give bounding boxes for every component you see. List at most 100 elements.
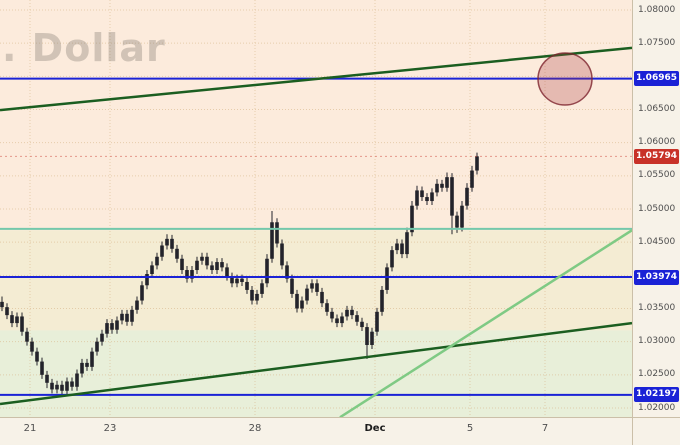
zone-rect — [0, 330, 632, 417]
candle-body — [45, 374, 49, 383]
price-tick-label: 1.04500 — [638, 236, 676, 247]
candle-body — [245, 281, 249, 290]
candle-body — [40, 361, 44, 375]
candle-body — [20, 316, 24, 332]
candle-body — [240, 278, 244, 282]
candle-body — [345, 309, 349, 317]
price-tick-label: 1.03500 — [638, 303, 676, 313]
candle-body — [400, 243, 404, 255]
candle-body — [255, 293, 259, 301]
candle-body — [410, 205, 414, 233]
candle-body — [455, 215, 459, 228]
candle-body — [65, 381, 69, 391]
price-axis[interactable]: 1.080001.075001.070001.065001.060001.055… — [632, 0, 680, 417]
candle-body — [75, 373, 79, 387]
candle-body — [70, 381, 74, 387]
candle-body — [430, 192, 434, 202]
candle-body — [445, 177, 449, 188]
candle-body — [125, 313, 129, 322]
candle-body — [315, 283, 319, 292]
time-tick-label: Dec — [364, 423, 386, 434]
price-tick-label: 1.02000 — [638, 402, 676, 413]
candle-body — [60, 384, 64, 391]
candle-body — [330, 311, 334, 319]
candle-body — [165, 238, 169, 246]
candle-body — [310, 283, 314, 289]
candle-body — [185, 270, 189, 279]
time-tick-label: 21 — [23, 423, 37, 434]
price-badge: 1.02197 — [634, 387, 679, 403]
ellipse-annotation[interactable] — [537, 52, 593, 106]
candle-body — [295, 293, 299, 309]
candle-body — [10, 315, 14, 324]
candle-body — [435, 183, 439, 193]
candle-body — [155, 256, 159, 266]
candle-body — [415, 190, 419, 206]
candle-body — [355, 315, 359, 322]
candle-body — [450, 177, 454, 216]
candle-body — [150, 265, 154, 275]
time-axis[interactable]: 21 23 28 Dec 5 7 — [0, 417, 632, 445]
candle-body — [30, 341, 34, 352]
candle-body — [215, 262, 219, 271]
axis-corner — [632, 417, 680, 445]
candle-body — [35, 351, 39, 362]
candle-body — [175, 248, 179, 259]
trend-line-lower-channel[interactable] — [0, 321, 632, 406]
price-tick-label: 1.07500 — [638, 37, 676, 48]
candle-body — [200, 256, 204, 261]
candle-body — [360, 321, 364, 328]
candle-body — [145, 274, 149, 286]
candle-body — [235, 278, 239, 284]
candle-body — [5, 307, 9, 316]
candle-body — [395, 243, 399, 251]
candle-body — [470, 170, 474, 188]
candle-body — [290, 278, 294, 294]
candle-body — [300, 300, 304, 309]
candle-body — [115, 320, 119, 330]
candle-body — [340, 316, 344, 324]
candle-body — [265, 258, 269, 284]
candle-body — [270, 222, 274, 259]
time-tick-label: 7 — [541, 423, 549, 434]
time-tick-label: 5 — [466, 423, 474, 434]
price-tick-label: 1.05000 — [638, 203, 676, 214]
candle-body — [405, 232, 409, 255]
candle-body — [230, 276, 234, 284]
candle-body — [55, 384, 59, 390]
candle-body — [205, 256, 209, 266]
price-tick-label: 1.08000 — [638, 4, 676, 15]
candle-body — [140, 285, 144, 301]
price-badge: 1.03974 — [634, 269, 679, 285]
candle-body — [135, 300, 139, 310]
chart-plot-area[interactable]: . Dollar — [0, 0, 632, 417]
candle-body — [50, 382, 54, 390]
price-tick-label: 1.06500 — [638, 104, 676, 114]
candle-body — [190, 270, 194, 279]
candle-body — [390, 250, 394, 268]
candle-body — [370, 331, 374, 345]
candle-body — [25, 331, 29, 342]
trend-line-steep-uptrend[interactable] — [339, 229, 632, 417]
candle-body — [275, 222, 279, 244]
candle-body — [225, 267, 229, 277]
candlestick-chart — [0, 0, 632, 417]
candle-body — [210, 265, 214, 271]
candle-body — [425, 197, 429, 202]
candle-body — [420, 190, 424, 198]
trend-line-upper-channel[interactable] — [0, 46, 632, 112]
candle-body — [160, 245, 164, 257]
candle-body — [130, 309, 134, 322]
price-tick-label: 1.06000 — [638, 137, 676, 148]
candle-body — [110, 323, 114, 330]
candle-body — [15, 316, 19, 324]
candle-body — [440, 183, 444, 188]
candlesticks — [0, 152, 479, 395]
candle-body — [350, 309, 354, 316]
price-tick-label: 1.02500 — [638, 369, 676, 380]
candle-body — [170, 238, 174, 249]
candle-body — [100, 333, 104, 342]
zone-rect — [0, 0, 632, 231]
candle-body — [220, 262, 224, 268]
